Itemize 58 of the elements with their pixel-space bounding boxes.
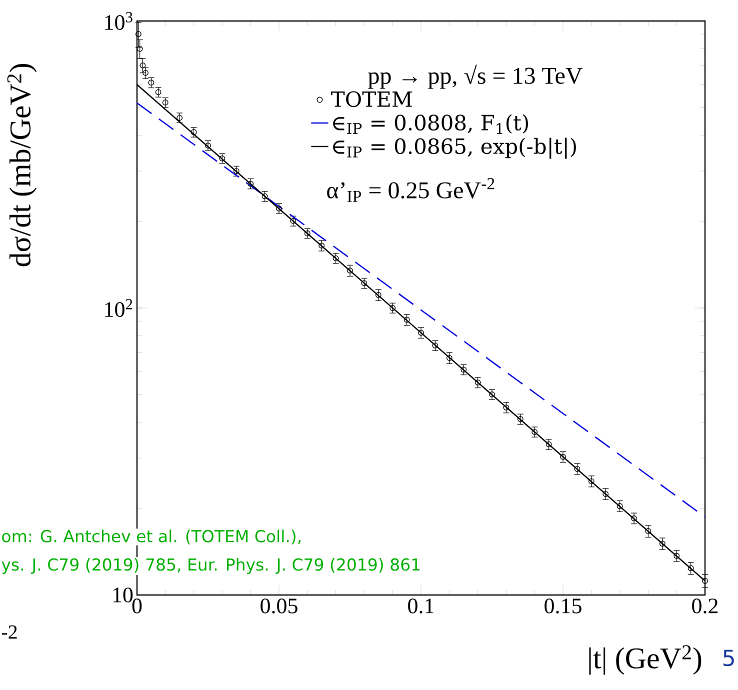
x-axis-title: |t| (GeV$^{2}$) <box>589 645 702 675</box>
point <box>318 242 325 249</box>
y-tick-label: 10$^{2}$ <box>105 299 132 317</box>
point <box>546 441 552 448</box>
point <box>375 292 382 298</box>
y-tick-label: 10 <box>113 588 133 602</box>
point <box>418 330 424 336</box>
point <box>446 354 452 361</box>
point <box>347 268 353 274</box>
point <box>219 155 226 162</box>
point <box>361 280 368 286</box>
point <box>404 316 410 323</box>
point <box>560 454 566 460</box>
x-tick-label: 0.1 <box>408 598 434 614</box>
point <box>332 255 339 262</box>
y-axis-title: dσ/dt (mb/GeV$^{2}$) <box>7 64 37 266</box>
annotation: om: G. Antchev et al. (TOTEM Coll.), <box>2 530 301 544</box>
legend-label: ∈$_{IP}$ = 0.0808, F$_{1}$(t) <box>333 114 528 134</box>
point <box>148 80 154 86</box>
point <box>276 206 282 212</box>
x-tick-label: 0 <box>132 598 142 614</box>
annotation: ys. J. C79 (2019) 785, Eur. Phys. J. C79 (2019) 861 <box>2 558 420 574</box>
point <box>688 565 694 572</box>
point <box>304 230 310 236</box>
point <box>290 218 296 224</box>
point <box>503 404 510 410</box>
point <box>460 366 467 373</box>
point <box>674 552 680 559</box>
x-tick-label: 0.2 <box>692 598 718 614</box>
point <box>517 416 524 422</box>
annotation: α’$_{IP}$ = 0.25 GeV$^{-2}$ <box>327 178 494 202</box>
point <box>432 342 438 348</box>
point <box>631 515 637 522</box>
point <box>602 490 609 497</box>
point <box>489 391 495 398</box>
point <box>616 503 623 510</box>
text: -2 <box>2 625 17 639</box>
x-tick-label: 0.05 <box>260 598 298 614</box>
point <box>532 428 538 435</box>
point <box>176 114 183 121</box>
point <box>588 478 594 484</box>
legend-title: pp → pp, √s = 13 TeV <box>368 64 583 89</box>
point <box>248 180 254 187</box>
point <box>474 380 481 386</box>
point <box>233 168 240 174</box>
y-tick-label: 10$^{3}$ <box>105 12 132 30</box>
point <box>205 142 211 149</box>
text: 5 <box>724 650 734 666</box>
point <box>262 193 268 200</box>
point <box>390 305 396 311</box>
point <box>190 129 197 136</box>
point <box>645 528 652 534</box>
point <box>574 466 580 472</box>
legend-label: ∈$_{IP}$ = 0.0865, exp(-b|t|) <box>333 138 576 159</box>
x-tick-label: 0.15 <box>544 598 582 614</box>
point <box>142 70 148 76</box>
point <box>659 540 666 547</box>
legend-label: TOTEM <box>331 91 412 108</box>
